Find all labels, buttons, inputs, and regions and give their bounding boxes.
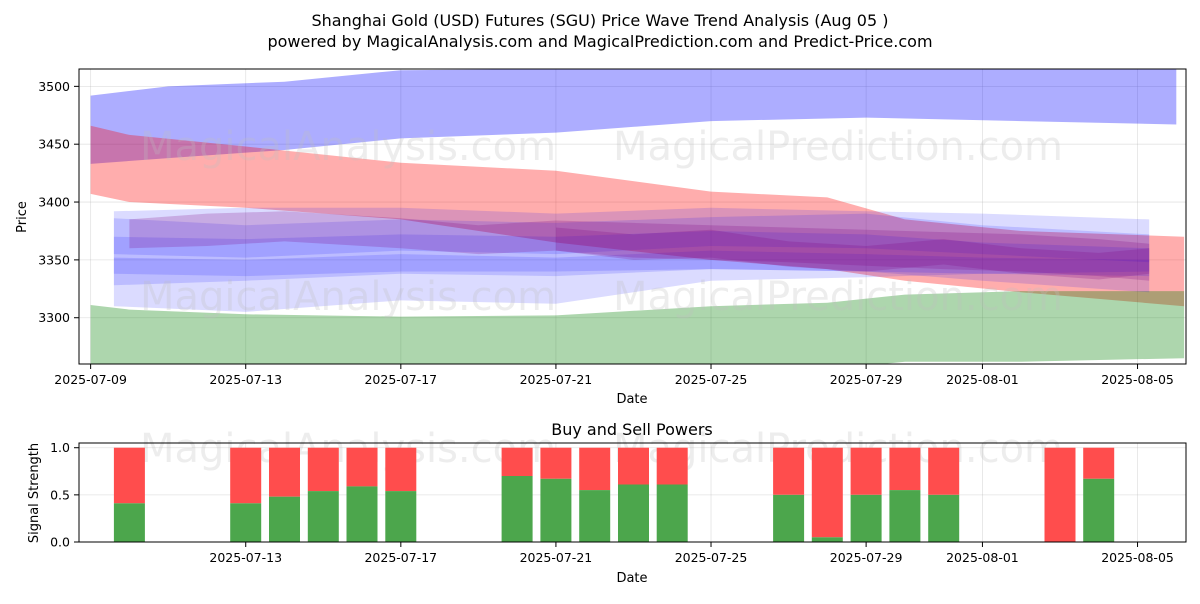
price-y-ticks: 3300 3350 3400 3450 3500 <box>38 79 79 325</box>
buy-power-bar <box>850 494 882 542</box>
watermark-prediction-top: MagicalPrediction.com <box>613 124 1063 170</box>
signal-y-tick-label: 1.0 <box>50 440 70 455</box>
signal-chart: Buy and Sell Powers MagicalAnalysis.com … <box>27 420 1187 586</box>
price-grid <box>79 69 1186 364</box>
green-wave-band <box>90 291 1185 364</box>
buy-power-bar <box>540 478 572 542</box>
price-x-tick-label: 2025-07-17 <box>364 372 437 387</box>
price-y-axis-label: Price <box>15 201 30 233</box>
signal-y-tick-label: 0.5 <box>50 487 70 502</box>
sell-power-bar <box>307 447 339 492</box>
price-y-tick-label: 3350 <box>38 252 70 267</box>
sell-power-bar <box>501 447 533 476</box>
buy-power-bar <box>656 484 688 542</box>
signal-y-axis-label: Signal Strength <box>27 443 42 543</box>
signal-x-tick-label: 2025-07-17 <box>364 550 437 565</box>
price-chart: MagicalAnalysis.com MagicalPrediction.co… <box>15 68 1187 407</box>
purple-wave-band <box>129 211 1150 281</box>
watermark-prediction-mid: MagicalPrediction.com <box>613 274 1063 320</box>
blue-wave-band <box>90 69 1177 164</box>
sell-power-bar <box>850 447 882 495</box>
price-y-tick-label: 3300 <box>38 310 70 325</box>
price-x-tick-label: 2025-07-21 <box>520 372 593 387</box>
sell-power-bar <box>540 447 572 479</box>
buy-power-bar <box>385 491 417 542</box>
signal-x-tick-label: 2025-07-25 <box>675 550 748 565</box>
buy-power-bar <box>1083 478 1115 542</box>
buy-power-bar <box>113 503 145 542</box>
buy-power-bar <box>618 484 649 542</box>
signal-x-tick-label: 2025-07-13 <box>209 550 282 565</box>
sell-power-bar <box>113 447 145 504</box>
blue-wave-band <box>113 213 1150 263</box>
buy-power-bar <box>889 490 921 542</box>
sell-power-bar <box>385 447 417 492</box>
price-y-tick-label: 3400 <box>38 195 70 210</box>
buy-power-bar <box>501 476 533 542</box>
blue-wave-band <box>113 250 1150 277</box>
sell-power-bar <box>811 447 843 538</box>
watermark-analysis-top: MagicalAnalysis.com <box>140 124 556 170</box>
buy-power-bar <box>307 491 339 542</box>
signal-x-tick-label: 2025-07-29 <box>830 550 903 565</box>
sell-power-bar <box>346 447 378 487</box>
watermark-analysis-mid: MagicalAnalysis.com <box>140 274 556 320</box>
signal-x-ticks: 2025-07-13 2025-07-17 2025-07-21 2025-07-25… <box>209 542 1174 565</box>
sell-power-bar <box>1083 447 1115 479</box>
figure-subtitle: powered by MagicalAnalysis.com and Magic… <box>267 32 932 51</box>
signal-y-ticks: 0.0 0.5 1.0 <box>50 440 79 550</box>
buy-power-bar <box>928 494 960 542</box>
signal-bars <box>113 447 1115 542</box>
price-x-ticks: 2025-07-09 2025-07-13 2025-07-17 2025-07-21… <box>54 364 1174 387</box>
price-bands <box>90 69 1185 364</box>
signal-y-tick-label: 0.0 <box>50 535 70 550</box>
price-x-tick-label: 2025-07-09 <box>54 372 127 387</box>
price-y-tick-label: 3500 <box>38 79 70 94</box>
signal-plot-frame <box>78 442 1187 543</box>
buy-power-bar <box>346 486 378 542</box>
sell-power-bar <box>269 447 300 497</box>
figure-title: Shanghai Gold (USD) Futures (SGU) Price … <box>312 11 889 30</box>
sell-power-bar <box>928 447 960 495</box>
sell-power-bar <box>656 447 688 485</box>
blue-wave-band <box>113 207 1150 312</box>
sell-power-bar <box>230 447 262 504</box>
signal-chart-title: Buy and Sell Powers <box>551 420 713 439</box>
red-wave-band <box>90 125 1185 307</box>
sell-power-bar <box>773 447 805 495</box>
price-x-tick-label: 2025-08-05 <box>1101 372 1174 387</box>
price-plot-frame <box>78 68 1187 365</box>
price-plot-area <box>79 69 1186 364</box>
price-x-axis-label: Date <box>616 392 647 407</box>
signal-x-tick-label: 2025-07-21 <box>520 550 593 565</box>
buy-power-bar <box>230 503 262 542</box>
purple-wave-band <box>555 227 1150 280</box>
price-x-tick-label: 2025-07-13 <box>209 372 282 387</box>
price-x-tick-label: 2025-07-25 <box>675 372 748 387</box>
signal-x-tick-label: 2025-08-01 <box>946 550 1019 565</box>
blue-wave-band <box>113 231 1150 293</box>
buy-power-bar <box>579 490 611 542</box>
signal-x-axis-label: Date <box>616 571 647 586</box>
price-x-tick-label: 2025-08-01 <box>946 372 1019 387</box>
price-y-tick-label: 3450 <box>38 137 70 152</box>
sell-power-bar <box>579 447 611 491</box>
sell-power-bar <box>1044 447 1076 542</box>
buy-power-bar <box>269 496 300 542</box>
buy-power-bar <box>773 494 805 542</box>
price-x-tick-label: 2025-07-29 <box>830 372 903 387</box>
sell-power-bar <box>618 447 649 485</box>
signal-x-tick-label: 2025-08-05 <box>1101 550 1174 565</box>
sell-power-bar <box>889 447 921 491</box>
buy-power-bar <box>811 537 843 542</box>
